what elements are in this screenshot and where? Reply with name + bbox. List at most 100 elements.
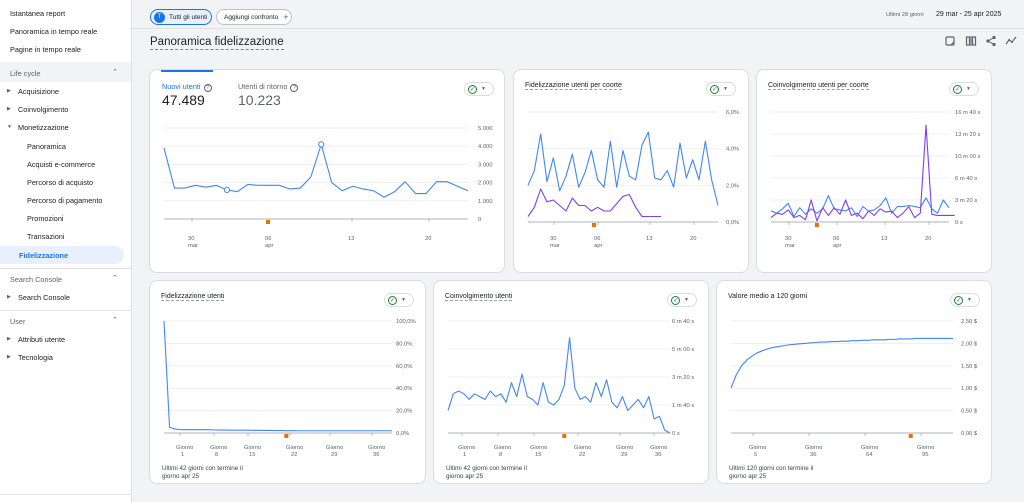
series-line bbox=[163, 143, 469, 198]
add-compare-button[interactable]: Aggiungi confronto + bbox=[216, 9, 292, 25]
insights-icon[interactable] bbox=[1005, 35, 1017, 47]
x-tick-label-2: 22 bbox=[579, 452, 585, 458]
x-tick-label-2: 29 bbox=[621, 452, 627, 458]
sidebar-item-percorso-acquisto[interactable]: Percorso di acquisto bbox=[27, 178, 94, 187]
check-circle-icon: ✓ bbox=[671, 295, 680, 305]
page-title: Panoramica fidelizzazione bbox=[150, 36, 284, 50]
x-tick-label: Giorno bbox=[494, 445, 511, 451]
section-search-console[interactable]: Search Console bbox=[10, 275, 62, 284]
sidebar-item-realtime-pages[interactable]: Pagine in tempo reale bbox=[10, 45, 81, 54]
sidebar-item-promozioni[interactable]: Promozioni bbox=[27, 214, 64, 223]
kpi-returning-users-value: 10.223 bbox=[238, 92, 281, 108]
card-cohort-engagement: Coinvolgimento utenti per coorte ✓ ▼ 16 m… bbox=[756, 69, 992, 273]
y-tick-label: 0,00 $ bbox=[961, 431, 978, 437]
caret-right-icon[interactable]: ▶ bbox=[7, 354, 11, 360]
sidebar-item-istantanea[interactable]: Istantanea report bbox=[10, 9, 66, 18]
card-title[interactable]: Coinvolgimento utenti per coorte bbox=[768, 82, 869, 90]
caret-right-icon[interactable]: ▶ bbox=[7, 336, 11, 342]
card-cohort-retention: Fidelizzazione utenti per coorte ✓ ▼ 6,0%… bbox=[513, 69, 749, 273]
caret-right-icon[interactable]: ▶ bbox=[7, 88, 11, 94]
check-circle-icon: ✓ bbox=[953, 84, 962, 94]
compare-menu-button[interactable]: ✓ ▼ bbox=[706, 82, 736, 96]
sidebar-item-panoramica[interactable]: Panoramica bbox=[27, 142, 66, 151]
sidebar-item-realtime-overview[interactable]: Panoramica in tempo reale bbox=[10, 27, 98, 36]
section-life-cycle[interactable]: Life cycle bbox=[10, 69, 41, 78]
chart-user-retention: 100,0%80,0%60,0%40,0%20,0%0,0%Giorno1Gio… bbox=[163, 319, 416, 458]
y-tick-label: 2,50 $ bbox=[961, 319, 978, 325]
x-tick-sublabel: mar bbox=[550, 243, 560, 249]
sidebar-item-percorso-pagamento[interactable]: Percorso di pagamento bbox=[27, 196, 103, 205]
x-tick-label: 06 bbox=[265, 236, 271, 242]
sidebar-item-acquisti-ecommerce[interactable]: Acquisti e-commerce bbox=[27, 160, 96, 169]
kpi-new-users-label[interactable]: Nuovi utenti? bbox=[162, 82, 212, 92]
card-title[interactable]: Coinvolgimento utenti bbox=[445, 293, 513, 301]
sidebar-item-monetizzazione[interactable]: Monetizzazione bbox=[18, 123, 69, 132]
x-tick-label: Giorno bbox=[805, 445, 822, 451]
compare-menu-button[interactable]: ✓ ▼ bbox=[384, 293, 414, 307]
segment-label: Tutti gli utenti bbox=[169, 13, 208, 21]
date-range-value[interactable]: 29 mar - 25 apr 2025 bbox=[936, 11, 1002, 18]
x-tick-label: 30 bbox=[188, 236, 194, 242]
y-tick-label: 80,0% bbox=[396, 341, 412, 347]
card-overview: Nuovi utenti? 47.489 Utenti di ritorno? … bbox=[149, 69, 505, 273]
caret-right-icon[interactable]: ▶ bbox=[7, 294, 11, 300]
caret-down-icon[interactable]: ▼ bbox=[7, 124, 12, 130]
chevron-up-icon[interactable]: ⌃ bbox=[112, 317, 118, 324]
annotation-marker bbox=[908, 434, 913, 438]
sidebar-item-attributi-utente[interactable]: Attributi utente bbox=[18, 335, 66, 344]
caret-down-icon: ▼ bbox=[723, 86, 728, 92]
sidebar-item-fidelizzazione[interactable]: Fidelizzazione bbox=[19, 251, 69, 260]
x-tick-label: Giorno bbox=[574, 445, 591, 451]
plus-icon: + bbox=[283, 12, 289, 22]
caret-down-icon: ▼ bbox=[401, 297, 406, 303]
help-icon[interactable]: ? bbox=[203, 84, 212, 92]
x-tick-label: 13 bbox=[881, 236, 887, 242]
series-line bbox=[527, 131, 719, 206]
segment-chip[interactable]: T Tutti gli utenti bbox=[150, 9, 212, 25]
x-tick-label-2: 15 bbox=[535, 452, 541, 458]
y-tick-label: 3.000 bbox=[478, 162, 493, 168]
x-tick-label: Giorno bbox=[530, 445, 547, 451]
x-tick-label-2: 95 bbox=[922, 452, 928, 458]
share-icon[interactable] bbox=[985, 35, 997, 47]
compare-menu-button[interactable]: ✓ ▼ bbox=[949, 82, 979, 96]
x-tick-label-2: 29 bbox=[331, 452, 337, 458]
card-title[interactable]: Fidelizzazione utenti per coorte bbox=[525, 82, 622, 90]
y-tick-label: 4.000 bbox=[478, 144, 493, 150]
y-tick-label: 16 m 40 s bbox=[955, 110, 981, 116]
check-circle-icon: ✓ bbox=[954, 295, 963, 305]
sidebar-item-transazioni[interactable]: Transazioni bbox=[27, 232, 65, 241]
sidebar-item-acquisizione[interactable]: Acquisizione bbox=[18, 87, 59, 96]
series-line bbox=[770, 195, 950, 218]
series-line bbox=[730, 337, 953, 389]
chevron-up-icon[interactable]: ⌃ bbox=[112, 69, 118, 76]
compare-menu-button[interactable]: ✓ ▼ bbox=[950, 293, 980, 307]
x-tick-label: Giorno bbox=[861, 445, 878, 451]
notes-icon[interactable] bbox=[944, 35, 956, 47]
compare-columns-icon[interactable] bbox=[965, 35, 977, 47]
compare-menu-button[interactable]: ✓ ▼ bbox=[667, 293, 697, 307]
sidebar-item-search-console[interactable]: Search Console bbox=[18, 293, 70, 302]
sidebar-item-coinvolgimento[interactable]: Coinvolgimento bbox=[18, 105, 69, 114]
y-tick-label: 0 bbox=[478, 217, 481, 223]
section-user[interactable]: User bbox=[10, 317, 26, 326]
x-tick-label: Giorno bbox=[458, 445, 475, 451]
check-circle-icon: ✓ bbox=[468, 84, 477, 94]
y-tick-label: 5.000 bbox=[478, 126, 493, 132]
card-footer: Ultimi 42 giorni con termine il giorno ap… bbox=[162, 465, 243, 480]
chevron-up-icon[interactable]: ⌃ bbox=[112, 275, 118, 282]
x-tick-label: 30 bbox=[785, 236, 791, 242]
kpi-returning-users-label[interactable]: Utenti di ritorno? bbox=[238, 82, 299, 92]
caret-right-icon[interactable]: ▶ bbox=[7, 106, 11, 112]
date-range-label[interactable]: Ultimi 28 giorni bbox=[886, 12, 924, 18]
card-title[interactable]: Fidelizzazione utenti bbox=[161, 293, 225, 301]
compare-menu-button[interactable]: ✓ ▼ bbox=[464, 82, 494, 96]
card-title[interactable]: Valore medio a 120 giorni bbox=[728, 293, 808, 300]
x-tick-label-2: 15 bbox=[249, 452, 255, 458]
help-icon[interactable]: ? bbox=[290, 84, 299, 92]
x-tick-label-2: 36 bbox=[373, 452, 379, 458]
y-tick-label: 2.000 bbox=[478, 181, 493, 187]
annotation-marker bbox=[284, 434, 289, 438]
sidebar-item-tecnologia[interactable]: Tecnologia bbox=[18, 353, 53, 362]
